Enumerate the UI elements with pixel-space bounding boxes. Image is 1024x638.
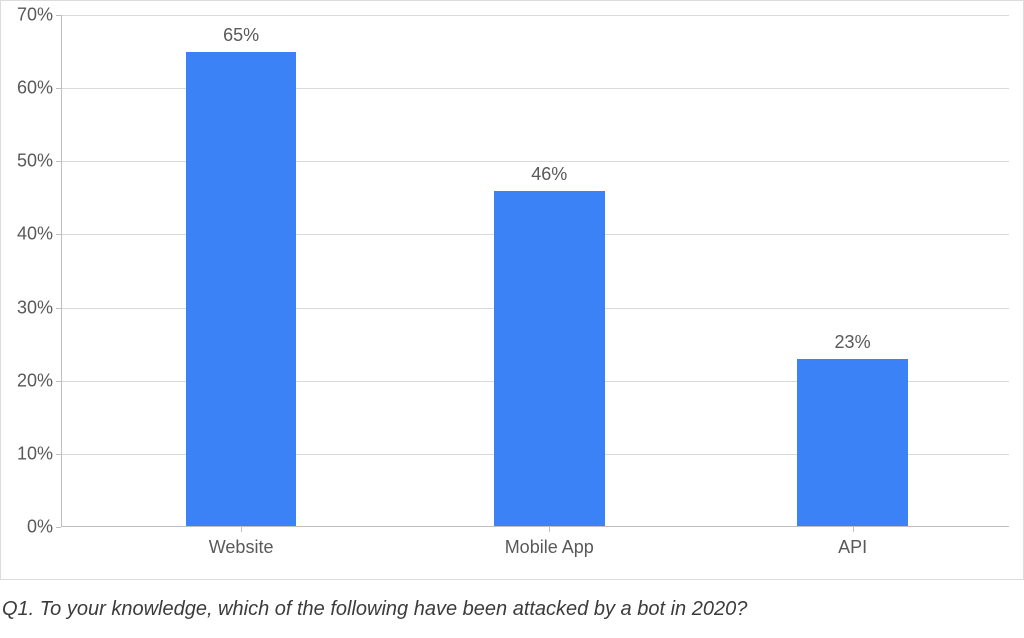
x-tick bbox=[241, 527, 242, 532]
x-tick-label: API bbox=[838, 537, 867, 558]
x-tick bbox=[549, 527, 550, 532]
y-tick-label: 40% bbox=[17, 224, 53, 245]
y-axis bbox=[61, 15, 62, 527]
bar-value-label: 65% bbox=[223, 25, 259, 46]
y-tick-label: 60% bbox=[17, 78, 53, 99]
y-tick-label: 70% bbox=[17, 5, 53, 26]
y-tick-label: 0% bbox=[27, 517, 53, 538]
x-tick bbox=[853, 527, 854, 532]
chart-frame: 0%10%20%30%40%50%60%70% 65%Website46%Mob… bbox=[0, 0, 1024, 580]
bar: 46% bbox=[494, 191, 605, 527]
x-tick-label: Mobile App bbox=[505, 537, 594, 558]
chart-container: 0%10%20%30%40%50%60%70% 65%Website46%Mob… bbox=[0, 0, 1024, 621]
bars-layer: 65%Website46%Mobile App23%API bbox=[61, 15, 1009, 527]
y-tick-label: 50% bbox=[17, 151, 53, 172]
bar: 65% bbox=[186, 52, 297, 527]
y-tick-label: 10% bbox=[17, 443, 53, 464]
bar-value-label: 23% bbox=[835, 332, 871, 353]
y-tick-label: 30% bbox=[17, 297, 53, 318]
bar: 23% bbox=[797, 359, 908, 527]
plot-area: 0%10%20%30%40%50%60%70% 65%Website46%Mob… bbox=[61, 15, 1009, 527]
bar-value-label: 46% bbox=[531, 164, 567, 185]
x-axis bbox=[61, 526, 1009, 527]
x-tick-label: Website bbox=[209, 537, 274, 558]
y-tick-label: 20% bbox=[17, 370, 53, 391]
chart-caption: Q1. To your knowledge, which of the foll… bbox=[2, 598, 1024, 621]
y-tick bbox=[56, 527, 61, 528]
